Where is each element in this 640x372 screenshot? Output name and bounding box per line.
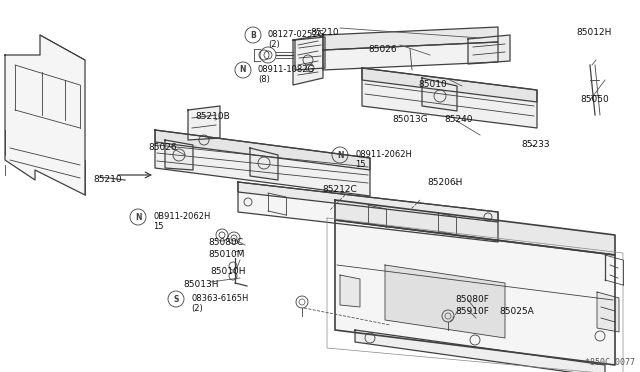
- Text: 08911-2062H
15: 08911-2062H 15: [355, 150, 412, 169]
- Polygon shape: [468, 35, 510, 64]
- Polygon shape: [422, 78, 457, 111]
- Text: 85210: 85210: [93, 175, 122, 184]
- Polygon shape: [323, 42, 498, 70]
- Polygon shape: [155, 130, 370, 170]
- Text: N: N: [337, 151, 343, 160]
- Text: 85050: 85050: [580, 95, 609, 104]
- Polygon shape: [238, 182, 498, 222]
- Text: 08127-0252G
(2): 08127-0252G (2): [268, 30, 325, 49]
- Polygon shape: [250, 148, 278, 180]
- Text: *850C 0077: *850C 0077: [585, 358, 635, 367]
- Text: 85212C: 85212C: [322, 185, 356, 194]
- Polygon shape: [5, 35, 85, 195]
- Text: 85233: 85233: [521, 140, 550, 149]
- Text: 85010H: 85010H: [210, 267, 246, 276]
- Polygon shape: [165, 140, 193, 170]
- Text: 85210B: 85210B: [195, 112, 230, 121]
- Polygon shape: [385, 265, 505, 338]
- Text: S: S: [173, 295, 179, 304]
- Text: 85080F: 85080F: [455, 295, 489, 304]
- Polygon shape: [323, 27, 498, 50]
- Text: 85010: 85010: [418, 80, 447, 89]
- Text: N: N: [240, 65, 246, 74]
- Text: 08911-1082G
(8): 08911-1082G (8): [258, 65, 315, 84]
- Polygon shape: [597, 292, 619, 332]
- Polygon shape: [238, 182, 498, 242]
- Polygon shape: [362, 68, 537, 102]
- Polygon shape: [188, 106, 220, 140]
- Text: 85240: 85240: [444, 115, 472, 124]
- Text: 85013G: 85013G: [392, 115, 428, 124]
- Polygon shape: [335, 220, 615, 365]
- Polygon shape: [355, 330, 605, 372]
- Text: 85025A: 85025A: [499, 307, 534, 316]
- Polygon shape: [293, 35, 323, 85]
- Text: 08363-6165H
(2): 08363-6165H (2): [191, 294, 248, 313]
- Text: 85210: 85210: [310, 28, 339, 37]
- Text: 85012H: 85012H: [576, 28, 611, 37]
- Polygon shape: [155, 130, 370, 196]
- Text: 85026: 85026: [368, 45, 397, 54]
- Text: N: N: [135, 212, 141, 221]
- Polygon shape: [335, 200, 615, 255]
- Text: 85206H: 85206H: [427, 178, 462, 187]
- Text: 85026: 85026: [148, 143, 177, 152]
- Polygon shape: [340, 275, 360, 307]
- Text: 85910F: 85910F: [455, 307, 489, 316]
- Text: 0B911-2062H
15: 0B911-2062H 15: [153, 212, 211, 231]
- Text: 85080C: 85080C: [208, 238, 243, 247]
- Text: 85010M: 85010M: [208, 250, 244, 259]
- Polygon shape: [295, 37, 325, 70]
- Polygon shape: [362, 68, 537, 128]
- Text: 85013H: 85013H: [183, 280, 218, 289]
- Text: B: B: [250, 31, 256, 39]
